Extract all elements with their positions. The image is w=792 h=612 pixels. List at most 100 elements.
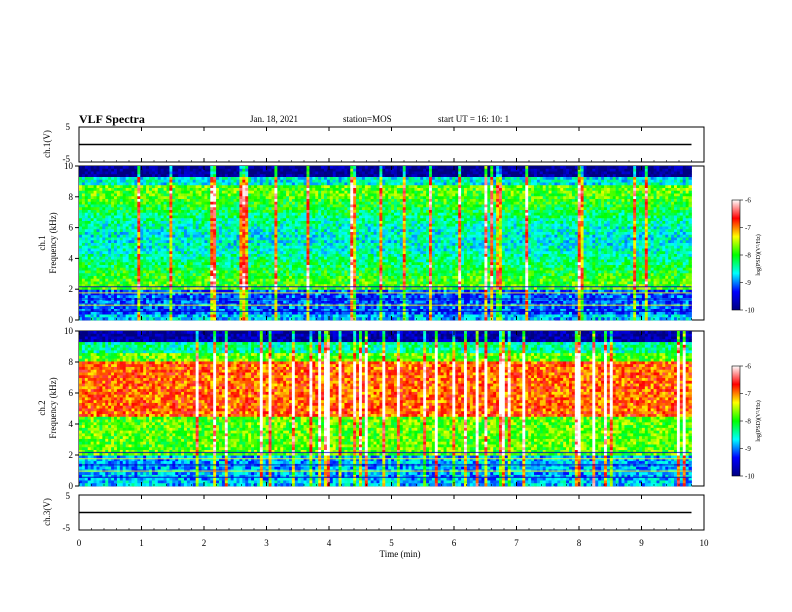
ch1-spectrogram-cell xyxy=(239,221,242,224)
ch1-spectrogram-cell xyxy=(493,224,496,227)
ch1-spectrogram-cell xyxy=(164,174,167,177)
ch1-spectrogram-cell xyxy=(595,174,598,177)
ch1-spectrogram-cell xyxy=(627,180,630,183)
ch1-spectrogram-cell xyxy=(324,227,327,230)
ch1-spectrogram-cell xyxy=(120,205,123,208)
ch1-spectrogram-cell xyxy=(365,213,368,216)
ch1-spectrogram-cell xyxy=(280,210,283,213)
ch1-spectrogram-cell xyxy=(400,183,403,186)
ch1-spectrogram-cell xyxy=(525,199,528,202)
ch1-spectrogram-cell xyxy=(467,205,470,208)
ch1-spectrogram-cell xyxy=(511,199,514,202)
ch1-spectrogram-cell xyxy=(143,183,146,186)
ch1-spectrogram-cell xyxy=(467,174,470,177)
ch1-spectrogram-cell xyxy=(420,229,423,232)
ch1-spectrogram-cell xyxy=(543,194,546,197)
ch1-spectrogram-cell xyxy=(94,183,97,186)
ch1-spectrogram-cell xyxy=(231,221,234,224)
ch1-spectrogram-cell xyxy=(438,185,441,188)
ch1-spectrogram-cell xyxy=(680,194,683,197)
ch1-spectrogram-cell xyxy=(406,172,409,175)
ch1-spectrogram-cell xyxy=(464,207,467,210)
ch1-spectrogram-cell xyxy=(350,205,353,208)
ch1-spectrogram-cell xyxy=(429,188,432,191)
ch1-spectrogram-cell xyxy=(403,183,406,186)
ch1-spectrogram-cell xyxy=(94,191,97,194)
ch1-spectrogram-cell xyxy=(187,177,190,180)
ch1-spectrogram-cell xyxy=(362,172,365,175)
ch1-spectrogram-cell xyxy=(210,205,213,208)
ch1-spectrogram-cell xyxy=(260,169,263,172)
ch1-spectrogram-cell xyxy=(391,227,394,230)
ch1-spectrogram-cell xyxy=(371,177,374,180)
ch1-spectrogram-cell xyxy=(304,177,307,180)
ch1-spectrogram-cell xyxy=(283,196,286,199)
ch1-spectrogram-cell xyxy=(149,185,152,188)
ch1-spectrogram-cell xyxy=(120,224,123,227)
ch1-spectrogram-cell xyxy=(202,185,205,188)
ch1-spectrogram-cell xyxy=(619,218,622,221)
ch1-spectrogram-cell xyxy=(333,185,336,188)
ch1-spectrogram-cell xyxy=(546,210,549,213)
ch1-spectrogram-cell xyxy=(210,218,213,221)
ch1-spectrogram-cell xyxy=(283,199,286,202)
ch1-spectrogram-cell xyxy=(458,174,461,177)
ch1-spectrogram-cell xyxy=(662,216,665,219)
ch1-spectrogram-cell xyxy=(152,213,155,216)
ch1-spectrogram-cell xyxy=(301,224,304,227)
ch1-spectrogram-cell xyxy=(470,202,473,205)
ch1-spectrogram-cell xyxy=(470,185,473,188)
ch1-spectrogram-cell xyxy=(158,194,161,197)
ch1-spectrogram-cell xyxy=(575,166,578,169)
ch1-spectrogram-cell xyxy=(353,174,356,177)
ch1-spectrogram-cell xyxy=(237,216,240,219)
ch1-spectrogram-cell xyxy=(164,207,167,210)
ch1-spectrogram-cell xyxy=(581,183,584,186)
ch1-spectrogram-cell xyxy=(414,216,417,219)
ch1-spectrogram-cell xyxy=(502,188,505,191)
ch1-spectrogram-cell xyxy=(167,224,170,227)
ch1-spectrogram-cell xyxy=(517,202,520,205)
ch1-spectrogram-cell xyxy=(417,194,420,197)
ch1-spectrogram-cell xyxy=(674,194,677,197)
ch1-spectrogram-cell xyxy=(683,177,686,180)
ch1-spectrogram-cell xyxy=(207,185,210,188)
ch1-spectrogram-cell xyxy=(315,174,318,177)
ch1-spectrogram-cell xyxy=(111,183,114,186)
ch1-spectrogram-cell xyxy=(286,180,289,183)
ch1-spectrogram-cell xyxy=(449,224,452,227)
ch1-spectrogram-cell xyxy=(624,194,627,197)
ch1-spectrogram-cell xyxy=(219,227,222,230)
ch1-spectrogram-cell xyxy=(85,224,88,227)
ch1-spectrogram-cell xyxy=(482,207,485,210)
ch1-spectrogram-cell xyxy=(126,169,129,172)
ch1-spectrogram-cell xyxy=(686,188,689,191)
ch1-spectrogram-cell xyxy=(251,196,254,199)
ch1-spectrogram-cell xyxy=(683,196,686,199)
ch1-spectrogram-cell xyxy=(374,210,377,213)
ch1-spectrogram-cell xyxy=(242,205,245,208)
ch1-spectrogram-cell xyxy=(143,169,146,172)
ch1-spectrogram-cell xyxy=(680,191,683,194)
ch1-spectrogram-cell xyxy=(470,221,473,224)
ch1-spectrogram-cell xyxy=(409,188,412,191)
ch1-spectrogram-cell xyxy=(595,177,598,180)
ch1-spectrogram-cell xyxy=(622,207,625,210)
ch1-spectrogram-cell xyxy=(359,188,362,191)
ch1-spectrogram-cell xyxy=(382,199,385,202)
ch1-spectrogram-cell xyxy=(388,202,391,205)
ch1-spectrogram-cell xyxy=(677,199,680,202)
ch1-spectrogram-cell xyxy=(382,205,385,208)
ch1-spectrogram-cell xyxy=(464,188,467,191)
ch1-spectrogram-cell xyxy=(277,221,280,224)
ch1-spectrogram-cell xyxy=(549,213,552,216)
ch1-spectrogram-cell xyxy=(662,227,665,230)
ch1-spectrogram-cell xyxy=(403,196,406,199)
ch1-spectrogram-cell xyxy=(132,224,135,227)
ch1-spectrogram-cell xyxy=(554,213,557,216)
ch1-spectrogram-cell xyxy=(207,218,210,221)
ch1-spectrogram-cell xyxy=(534,169,537,172)
ch1-spectrogram-cell xyxy=(190,185,193,188)
ch1-spectrogram-cell xyxy=(318,180,321,183)
ch1-spectrogram-cell xyxy=(239,191,242,194)
